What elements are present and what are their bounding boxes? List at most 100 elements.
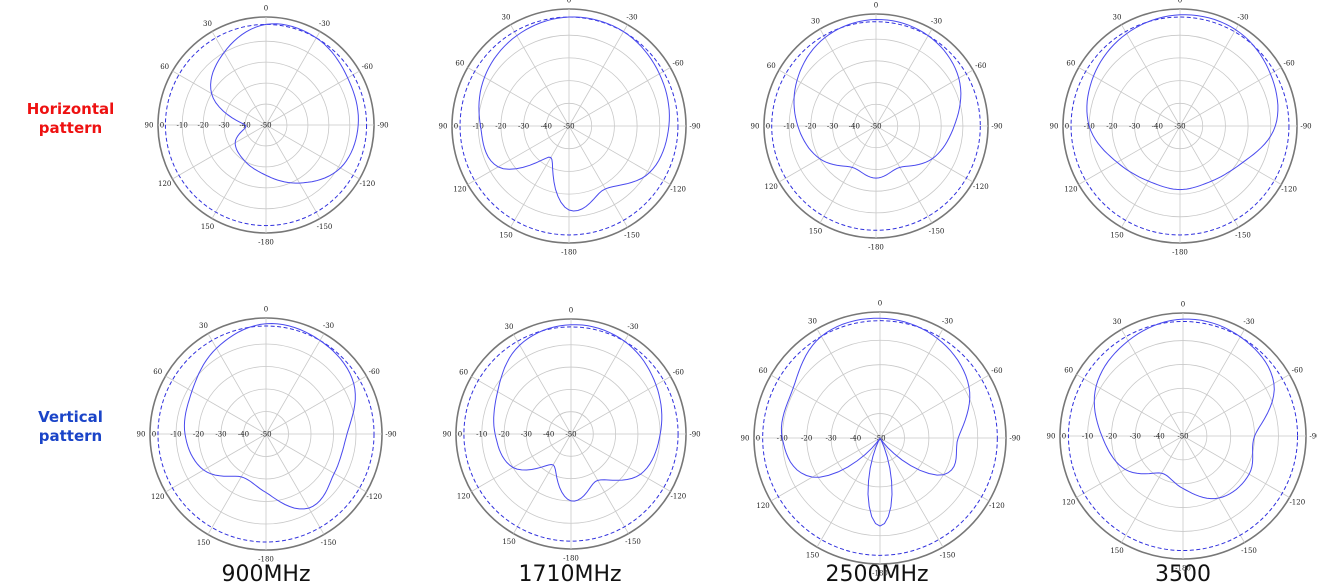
reference-circle bbox=[771, 21, 981, 231]
radial-tick-label: -30 bbox=[518, 123, 529, 131]
angle-tick-label: -180 bbox=[868, 244, 884, 252]
angle-tick-label: 60 bbox=[160, 63, 169, 71]
frequency-label-2500: 2500MHz bbox=[825, 562, 929, 587]
grid-spoke bbox=[207, 333, 267, 435]
angle-tick-label: 0 bbox=[567, 0, 571, 5]
angle-tick-label: -90 bbox=[385, 431, 396, 439]
radiation-pattern-line bbox=[1093, 318, 1275, 500]
radial-tick-label: -20 bbox=[495, 123, 506, 131]
grid-spoke bbox=[819, 28, 877, 127]
angle-tick-label: 150 bbox=[197, 539, 210, 547]
angle-tick-label: -120 bbox=[366, 493, 382, 501]
angle-tick-label: 60 bbox=[153, 368, 162, 376]
grid-spoke bbox=[1121, 125, 1181, 228]
angle-tick-label: -150 bbox=[940, 551, 956, 559]
grid-spoke bbox=[879, 328, 944, 439]
radial-tick-label: 0 bbox=[160, 122, 164, 130]
grid-spoke bbox=[1179, 125, 1282, 185]
angle-tick-label: -150 bbox=[1235, 232, 1251, 240]
frequency-label-1710: 1710MHz bbox=[518, 562, 622, 587]
angle-tick-label: 120 bbox=[158, 180, 171, 188]
angle-tick-label: 150 bbox=[502, 538, 515, 546]
angle-tick-label: 60 bbox=[455, 60, 464, 68]
angle-tick-label: -150 bbox=[624, 232, 640, 240]
angle-tick-label: -30 bbox=[931, 18, 942, 26]
grid-spoke bbox=[510, 24, 570, 127]
grid-spoke bbox=[1078, 125, 1181, 185]
radial-tick-label: -10 bbox=[476, 431, 487, 439]
grid-spoke bbox=[1182, 435, 1245, 543]
grid-spoke bbox=[1121, 329, 1184, 437]
angle-tick-label: -60 bbox=[1283, 60, 1294, 68]
row-label-horizontal-line2: pattern bbox=[38, 119, 103, 137]
radial-tick-label: -50 bbox=[1177, 433, 1188, 441]
angle-tick-label: -60 bbox=[672, 60, 683, 68]
grid-spoke bbox=[816, 437, 881, 548]
grid-spoke bbox=[211, 124, 267, 219]
angle-tick-label: -60 bbox=[673, 369, 684, 377]
angle-tick-label: 150 bbox=[499, 232, 512, 240]
reference-circle bbox=[164, 23, 368, 227]
radial-tick-label: -20 bbox=[805, 123, 816, 131]
angle-tick-label: -90 bbox=[1300, 123, 1311, 131]
polar-chart-1: 0 -30 -60 -90 -120 -150 -180 150 120 90 60 30 -10 -20… bbox=[439, 0, 701, 257]
angle-tick-label: 60 bbox=[1066, 60, 1075, 68]
grid-spoke bbox=[211, 31, 267, 126]
angle-tick-label: -30 bbox=[319, 20, 330, 28]
radial-tick-label: -50 bbox=[260, 122, 271, 130]
radial-tick-label: -30 bbox=[218, 122, 229, 130]
grid-spoke bbox=[471, 433, 572, 492]
angle-tick-label: 120 bbox=[1064, 186, 1077, 194]
angle-tick-label: -60 bbox=[975, 62, 986, 70]
row-label-horizontal-line1: Horizontal bbox=[26, 100, 115, 118]
radial-tick-label: -50 bbox=[565, 431, 576, 439]
grid-spoke bbox=[172, 70, 267, 126]
angle-tick-label: -180 bbox=[1172, 249, 1188, 257]
radiation-pattern-line bbox=[1086, 14, 1279, 191]
angle-tick-label: 0 bbox=[1181, 301, 1185, 309]
grid-spoke bbox=[207, 433, 267, 535]
radial-tick-label: -40 bbox=[543, 431, 554, 439]
angle-tick-label: -150 bbox=[1241, 547, 1257, 555]
polar-chart-5: 0 -30 -60 -90 -120 -150 -180 150 120 90 60 30 -10 -20… bbox=[443, 307, 701, 563]
angle-tick-label: -150 bbox=[625, 538, 641, 546]
angle-tick-label: 30 bbox=[811, 18, 820, 26]
grid-spoke bbox=[570, 433, 671, 492]
grid-spoke bbox=[265, 124, 360, 180]
radial-tick-label: 0 bbox=[458, 431, 462, 439]
reference-circle bbox=[1070, 16, 1290, 236]
row-label-vertical-line2: pattern bbox=[38, 427, 103, 445]
angle-tick-label: 60 bbox=[759, 367, 768, 375]
grid-spoke bbox=[1182, 435, 1290, 498]
angle-tick-label: 150 bbox=[1110, 232, 1123, 240]
grid-spoke bbox=[1076, 374, 1184, 437]
angle-tick-label: -90 bbox=[1309, 433, 1317, 441]
angle-tick-label: 60 bbox=[459, 369, 468, 377]
grid-spoke bbox=[879, 437, 990, 502]
grid-spoke bbox=[1182, 329, 1245, 437]
reference-circle bbox=[1067, 320, 1299, 552]
angle-tick-label: 30 bbox=[203, 20, 212, 28]
grid-spoke bbox=[1179, 125, 1239, 228]
angle-tick-label: 90 bbox=[741, 435, 750, 443]
grid-spoke bbox=[568, 67, 671, 127]
angle-tick-label: -30 bbox=[942, 318, 953, 326]
grid-spoke bbox=[265, 333, 325, 435]
reference-circle bbox=[762, 320, 998, 556]
radial-tick-label: 0 bbox=[756, 435, 760, 443]
polar-chart-7: 0 -30 -60 -90 -120 -150 -180 150 120 90 60 30 -10 -20… bbox=[1047, 301, 1317, 573]
angle-tick-label: 90 bbox=[1050, 123, 1059, 131]
reference-circle bbox=[157, 325, 375, 543]
angle-tick-label: -90 bbox=[1009, 435, 1020, 443]
angle-tick-label: -120 bbox=[973, 183, 989, 191]
frequency-label-900: 900MHz bbox=[221, 562, 311, 587]
grid-spoke bbox=[165, 433, 267, 493]
angle-tick-label: 120 bbox=[457, 493, 470, 501]
angle-tick-label: -150 bbox=[317, 223, 333, 231]
angle-tick-label: 90 bbox=[439, 123, 448, 131]
radial-tick-label: -20 bbox=[801, 435, 812, 443]
radial-tick-label: -50 bbox=[260, 431, 271, 439]
angle-tick-label: 90 bbox=[137, 431, 146, 439]
radial-tick-label: -50 bbox=[870, 123, 881, 131]
